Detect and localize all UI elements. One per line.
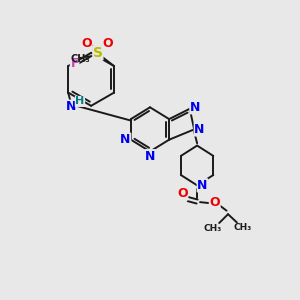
Text: N: N — [120, 133, 131, 146]
Text: O: O — [209, 196, 220, 209]
Text: N: N — [66, 100, 76, 113]
Text: O: O — [81, 38, 92, 50]
Text: O: O — [102, 38, 112, 50]
Text: N: N — [145, 150, 155, 163]
Text: S: S — [93, 46, 103, 60]
Text: O: O — [177, 187, 188, 200]
Text: F: F — [70, 57, 79, 70]
Text: CH₃: CH₃ — [70, 54, 90, 64]
Text: CH₃: CH₃ — [234, 223, 252, 232]
Text: N: N — [190, 101, 200, 114]
Text: CH₃: CH₃ — [204, 224, 222, 233]
Text: N: N — [194, 123, 205, 136]
Text: H: H — [75, 96, 85, 106]
Text: N: N — [197, 179, 208, 192]
